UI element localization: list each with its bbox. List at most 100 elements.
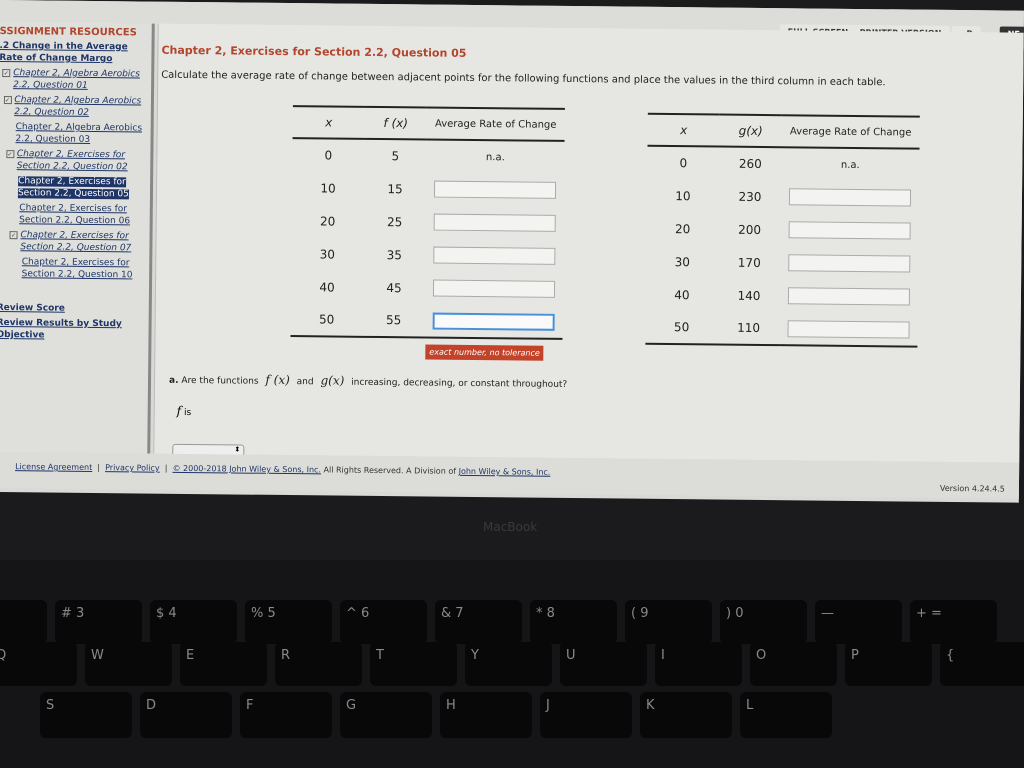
screen: FULL SCREEN PRINTER VERSION ◂ B NE SSIGN… bbox=[0, 0, 1024, 503]
rate-input[interactable] bbox=[432, 312, 555, 331]
keyboard-key: I bbox=[655, 642, 742, 686]
question-a: a. Are the functions f (x) and g(x) incr… bbox=[169, 372, 567, 390]
instructions: Calculate the average rate of change bet… bbox=[161, 69, 886, 89]
f-symbol: f bbox=[176, 403, 182, 418]
y-cell: 25 bbox=[386, 214, 403, 229]
rate-cell: n.a. bbox=[485, 151, 505, 163]
keyboard-key: J bbox=[540, 692, 632, 738]
review-results-link[interactable]: Review Results by Study Objective bbox=[0, 317, 122, 341]
y-cell: 230 bbox=[738, 189, 762, 204]
table-row: 30 35 bbox=[291, 237, 563, 273]
checkbox-icon: ✓ bbox=[5, 150, 14, 159]
sidebar-item-label: Chapter 2, Algebra Aerobics 2.2, Questio… bbox=[14, 95, 142, 118]
keyboard-key: Q bbox=[0, 642, 77, 686]
review-score-link[interactable]: Review Score bbox=[0, 302, 65, 314]
rate-cell bbox=[781, 180, 919, 214]
license-link[interactable]: License Agreement bbox=[15, 462, 93, 472]
table-row: 20 25 bbox=[292, 204, 564, 240]
keyboard-key: & 7 bbox=[435, 600, 522, 644]
sidebar-item[interactable]: Chapter 2, Algebra Aerobics 2.2, Questio… bbox=[1, 121, 150, 147]
is-text: is bbox=[183, 407, 192, 419]
keyboard-key: O bbox=[750, 642, 837, 686]
rate-input[interactable] bbox=[788, 254, 911, 273]
keyboard-key: Y bbox=[465, 642, 552, 686]
macbook-label: MacBook bbox=[483, 520, 538, 534]
y-cell: 260 bbox=[738, 156, 762, 171]
sidebar-item[interactable]: Chapter 2, Exercises for Section 2.2, Qu… bbox=[5, 202, 150, 228]
y-cell: 35 bbox=[386, 247, 403, 262]
y-cell: 200 bbox=[738, 222, 762, 237]
keyboard-key: G bbox=[340, 692, 432, 738]
keyboard-key: R bbox=[275, 642, 362, 686]
col-x: x bbox=[292, 106, 365, 139]
table-row: 10 15 bbox=[292, 171, 564, 207]
y-cell: 5 bbox=[391, 149, 400, 164]
rate-input[interactable] bbox=[433, 246, 556, 265]
rate-cell bbox=[780, 246, 918, 280]
privacy-link[interactable]: Privacy Policy bbox=[105, 463, 160, 473]
table-f: x f (x) Average Rate of Change 0 5 n.a. 10 1… bbox=[290, 105, 565, 340]
x-cell: 40 bbox=[674, 287, 690, 302]
f-of-x: f (x) bbox=[265, 372, 290, 388]
assignment-link[interactable]: .2 Change in the Average Rate of Change … bbox=[0, 40, 128, 65]
rate-cell bbox=[426, 205, 564, 239]
rate-input[interactable] bbox=[433, 180, 557, 199]
keyboard-key: S bbox=[40, 692, 132, 738]
keyboard-key: * 8 bbox=[530, 600, 617, 644]
sidebar-item[interactable]: Chapter 2, Exercises for Section 2.2, Qu… bbox=[8, 256, 150, 281]
keyboard-key: ) 0 bbox=[720, 600, 807, 644]
select-arrows-icon: ⬍ bbox=[234, 445, 241, 454]
sidebar-item-label: Chapter 2, Exercises for Section 2.2, Qu… bbox=[19, 203, 131, 227]
y-cell: 170 bbox=[737, 255, 761, 270]
keyboard-key: — bbox=[815, 600, 902, 644]
sidebar-item[interactable]: ✓ Chapter 2, Algebra Aerobics 2.2, Questi… bbox=[0, 94, 151, 120]
col-rate: Average Rate of Change bbox=[781, 115, 920, 149]
input-hint-tooltip: exact number, no tolerance bbox=[425, 344, 544, 361]
keyboard-key: ( 9 bbox=[625, 600, 712, 644]
keyboard-key: L bbox=[740, 692, 832, 738]
rate-cell bbox=[779, 312, 918, 347]
copyright-link[interactable]: © 2000-2018 John Wiley & Sons, Inc. bbox=[172, 463, 322, 475]
keyboard-key: @ 2 bbox=[0, 600, 47, 644]
rate-cell bbox=[425, 271, 563, 305]
sidebar-item-label: Chapter 2, Exercises for Section 2.2, Qu… bbox=[16, 149, 128, 173]
version-text: Version 4.24.4.5 bbox=[939, 483, 1005, 494]
question-title: Chapter 2, Exercises for Section 2.2, Qu… bbox=[161, 43, 467, 60]
f-is-label: f is bbox=[177, 404, 192, 418]
sidebar-item[interactable]: ✓ Chapter 2, Exercises for Section 2.2, Q… bbox=[3, 148, 151, 174]
question-text: Are the functions bbox=[181, 375, 259, 387]
rate-input[interactable] bbox=[787, 319, 910, 339]
part-label: a. bbox=[168, 375, 179, 386]
col-fx: f (x) bbox=[364, 106, 427, 140]
y-cell: 55 bbox=[362, 303, 425, 338]
sidebar-item[interactable]: ✓ Chapter 2, Exercises for Section 2.2, Q… bbox=[6, 229, 149, 254]
table-row: 50 55 bbox=[290, 303, 563, 339]
table-g: x g(x) Average Rate of Change 0 260 n.a. 10… bbox=[645, 113, 920, 348]
x-cell: 10 bbox=[675, 188, 691, 203]
table-row: 50 110 bbox=[645, 310, 918, 347]
keyboard-key: U bbox=[560, 642, 647, 686]
y-cell: 110 bbox=[717, 311, 780, 346]
rate-input[interactable] bbox=[788, 188, 912, 207]
sidebar-title: SSIGNMENT RESOURCES bbox=[0, 25, 137, 39]
x-cell: 20 bbox=[319, 213, 336, 229]
keyboard-key: F bbox=[240, 692, 332, 738]
keyboard-key: + = bbox=[910, 600, 997, 644]
wiley-link[interactable]: John Wiley & Sons, Inc. bbox=[458, 466, 551, 477]
rate-cell bbox=[424, 304, 563, 339]
rate-input[interactable] bbox=[788, 221, 911, 240]
rate-input[interactable] bbox=[433, 213, 556, 232]
table-row: 10 230 bbox=[647, 179, 919, 215]
rate-input[interactable] bbox=[432, 279, 556, 298]
table-row: 40 45 bbox=[291, 270, 563, 306]
table-row: 20 200 bbox=[646, 212, 918, 248]
keyboard-key: W bbox=[85, 642, 172, 686]
checkbox-icon: ✓ bbox=[9, 231, 18, 240]
rate-input[interactable] bbox=[787, 287, 911, 306]
sidebar-item[interactable]: ✓ Chapter 2, Algebra Aerobics 2.2, Questi… bbox=[0, 67, 151, 93]
table-row: 30 170 bbox=[646, 245, 918, 281]
sidebar-item[interactable]: Chapter 2, Exercises for Section 2.2, Qu… bbox=[4, 175, 150, 201]
sidebar-item-label: Chapter 2, Algebra Aerobics 2.2, Questio… bbox=[15, 122, 143, 145]
keyboard-key: $ 4 bbox=[150, 600, 237, 644]
keyboard-key: K bbox=[640, 692, 732, 738]
